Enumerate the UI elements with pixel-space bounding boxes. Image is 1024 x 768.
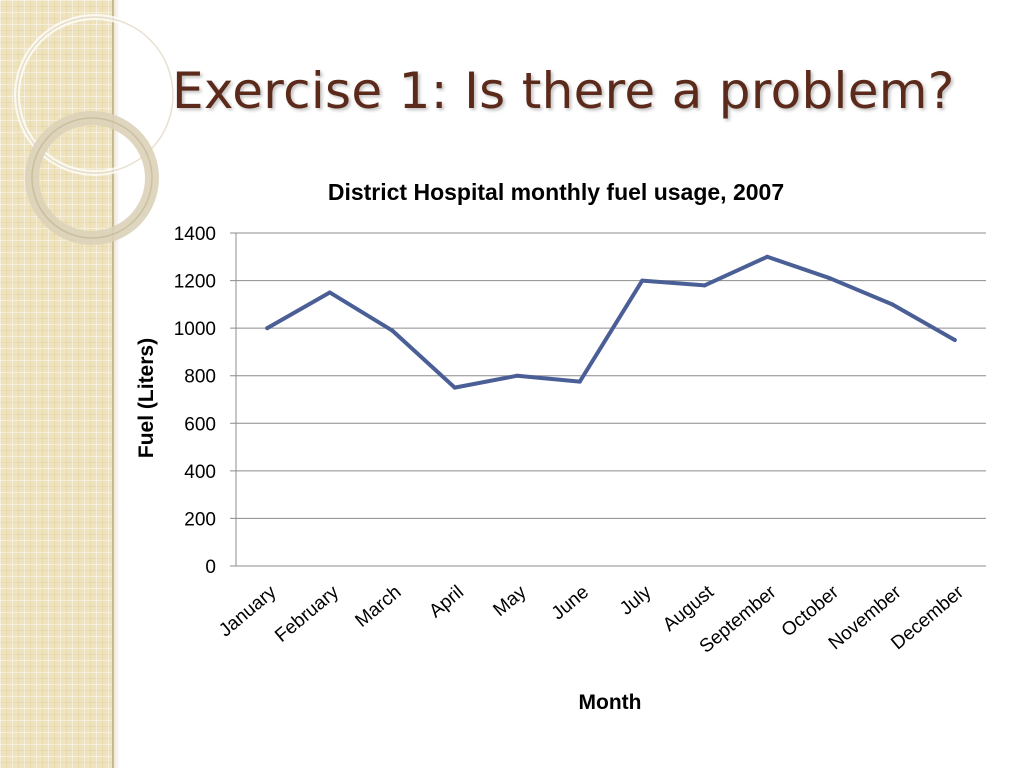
series-line — [265, 254, 957, 390]
data-point — [765, 254, 770, 259]
y-tick-label: 200 — [184, 509, 216, 530]
data-point — [452, 385, 457, 390]
x-tick-label: July — [616, 581, 656, 619]
y-tick-label: 1400 — [174, 224, 216, 245]
x-tick-label: May — [489, 581, 530, 620]
decorative-ring-small-edge — [31, 117, 153, 239]
data-point — [702, 283, 707, 288]
side-strip-shadow — [112, 0, 120, 768]
data-point — [827, 276, 832, 281]
y-tick-label: 0 — [205, 557, 216, 578]
chart-gridlines — [230, 232, 986, 567]
data-point — [265, 326, 270, 331]
data-point — [640, 278, 645, 283]
chart-title: District Hospital monthly fuel usage, 20… — [328, 179, 784, 205]
x-tick-label: February — [271, 581, 343, 646]
decorative-rings — [14, 14, 176, 245]
y-tick-label: 800 — [184, 367, 216, 388]
data-point — [515, 373, 520, 378]
x-tick-label: April — [425, 582, 468, 623]
data-point — [577, 379, 582, 384]
x-axis-title: Month — [579, 691, 642, 714]
data-point — [952, 338, 957, 343]
y-tick-label: 400 — [184, 462, 216, 483]
x-tick-label: August — [659, 581, 718, 636]
data-point — [390, 328, 395, 333]
y-tick-label: 1200 — [174, 272, 216, 293]
slide-title: Exercise 1: Is there a problem? — [172, 62, 955, 120]
chart-series — [265, 254, 957, 390]
decorative-ring-large — [14, 14, 176, 176]
data-point — [890, 302, 895, 307]
x-tick-label: January — [215, 581, 281, 641]
x-tick-label: March — [352, 582, 406, 632]
decorative-ring-large-edge — [16, 16, 174, 174]
decorative-ring-small — [25, 111, 159, 245]
data-point — [327, 290, 332, 295]
y-tick-label: 1000 — [174, 319, 216, 340]
y-axis-title: Fuel (Liters) — [135, 338, 158, 458]
x-tick-label: June — [548, 582, 593, 625]
y-axis-tick-labels: 0 200 400 600 800 1000 1200 1400 — [174, 224, 216, 578]
y-tick-label: 600 — [184, 414, 216, 435]
